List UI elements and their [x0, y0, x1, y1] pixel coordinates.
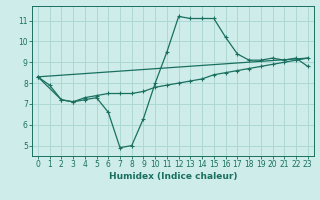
- X-axis label: Humidex (Indice chaleur): Humidex (Indice chaleur): [108, 172, 237, 181]
